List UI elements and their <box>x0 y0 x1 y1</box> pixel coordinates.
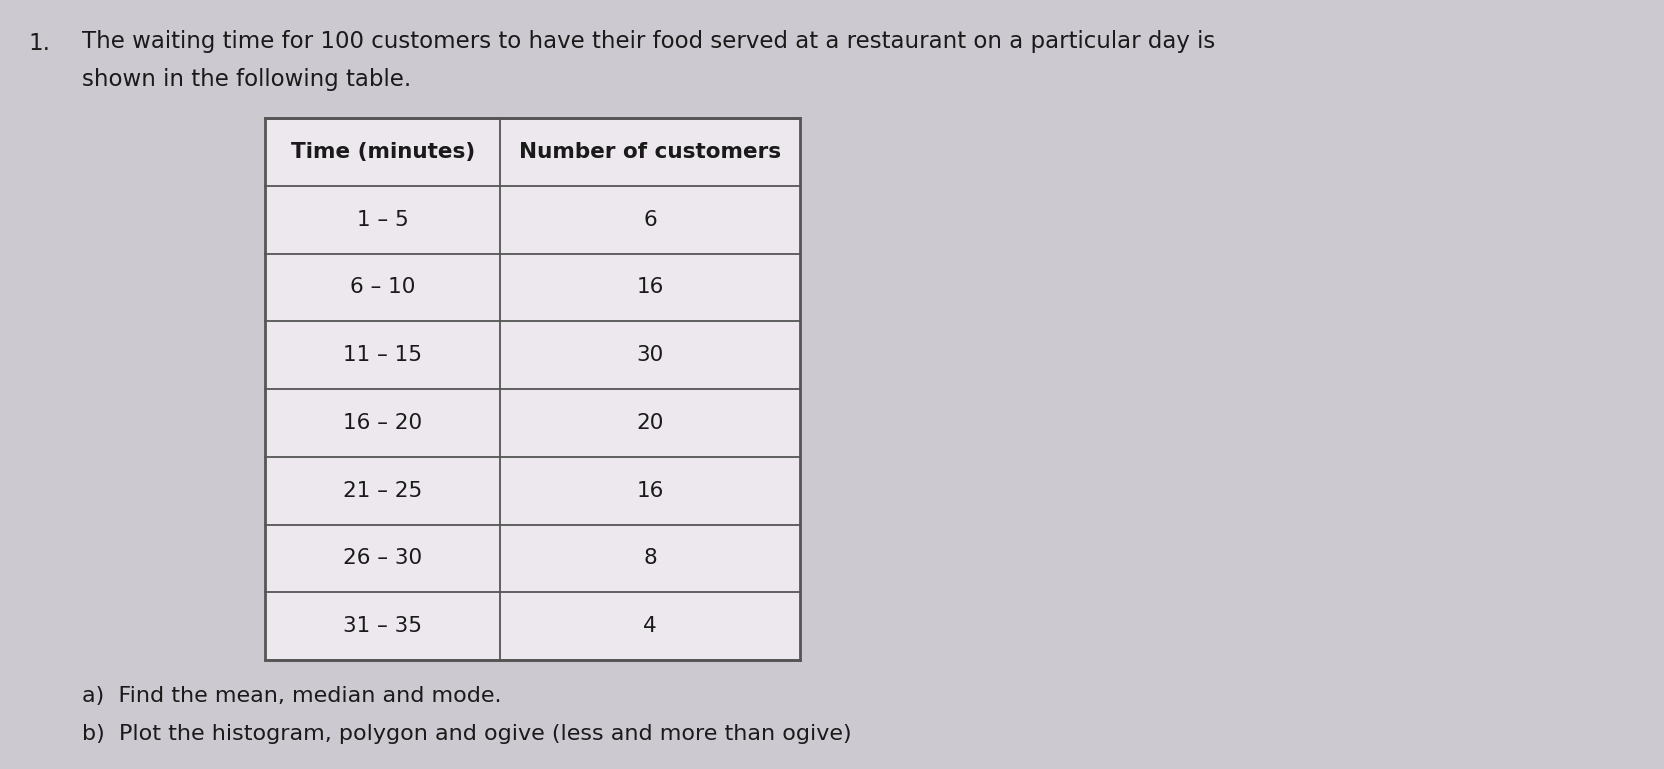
Text: 6 – 10: 6 – 10 <box>349 278 414 298</box>
Text: Number of customers: Number of customers <box>519 141 780 162</box>
Text: 11 – 15: 11 – 15 <box>343 345 423 365</box>
Text: 1.: 1. <box>28 32 50 55</box>
Text: 30: 30 <box>636 345 664 365</box>
Text: 26 – 30: 26 – 30 <box>343 548 423 568</box>
Text: 16 – 20: 16 – 20 <box>343 413 423 433</box>
Bar <box>265 118 799 660</box>
Text: Time (minutes): Time (minutes) <box>291 141 474 162</box>
Text: 20: 20 <box>636 413 664 433</box>
Text: a)  Find the mean, median and mode.: a) Find the mean, median and mode. <box>82 686 501 706</box>
Text: 1 – 5: 1 – 5 <box>356 210 408 230</box>
Text: 4: 4 <box>642 616 657 636</box>
Text: The waiting time for 100 customers to have their food served at a restaurant on : The waiting time for 100 customers to ha… <box>82 30 1215 53</box>
Text: 31 – 35: 31 – 35 <box>343 616 423 636</box>
Text: 21 – 25: 21 – 25 <box>343 481 423 501</box>
Text: shown in the following table.: shown in the following table. <box>82 68 411 91</box>
Bar <box>265 118 799 660</box>
Text: 16: 16 <box>636 481 664 501</box>
Text: 6: 6 <box>642 210 657 230</box>
Text: 16: 16 <box>636 278 664 298</box>
Text: b)  Plot the histogram, polygon and ogive (less and more than ogive): b) Plot the histogram, polygon and ogive… <box>82 724 850 744</box>
Text: 8: 8 <box>642 548 657 568</box>
